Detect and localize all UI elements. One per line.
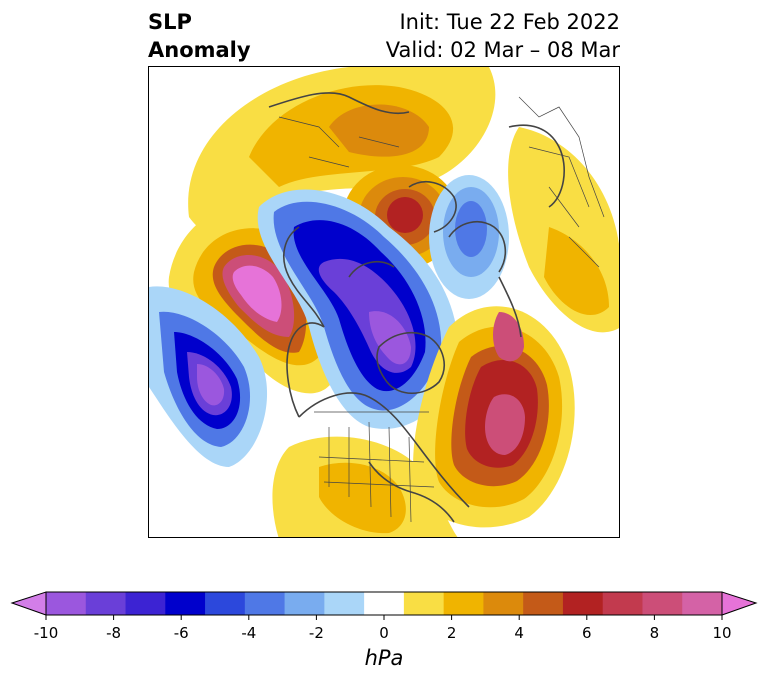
colorbar-tick-label: -10	[33, 624, 59, 642]
colorbar-segment	[682, 592, 723, 615]
title-line-1: SLP	[148, 10, 192, 34]
colorbar-segment	[324, 592, 365, 615]
map-title: SLP Anomaly	[148, 8, 251, 64]
colorbar-tick-label: 10	[712, 624, 732, 642]
title-line-2: Anomaly	[148, 38, 251, 62]
colorbar-segment	[205, 592, 246, 615]
negative-anomaly-europe	[429, 175, 509, 299]
colorbar-segment	[403, 592, 445, 615]
anomaly-map	[148, 66, 620, 538]
colorbar-segment	[284, 592, 325, 615]
colorbar-tick-label: 4	[514, 624, 524, 642]
colorbar-right-extend	[721, 591, 758, 616]
colorbar-segment	[46, 592, 87, 615]
colorbar-tick-label: 6	[582, 624, 592, 642]
colorbar-tick-label: 2	[446, 624, 457, 642]
colorbar-segment	[642, 592, 683, 615]
colorbar	[10, 591, 758, 620]
colorbar-segment	[125, 592, 166, 615]
colorbar-tick-label: 8	[649, 624, 660, 642]
valid-range: Valid: 02 Mar – 08 Mar	[385, 38, 620, 62]
positive-anomaly-east	[508, 127, 619, 333]
init-date: Init: Tue 22 Feb 2022	[399, 10, 620, 34]
coastlines	[268, 92, 565, 523]
positive-anomaly-north	[188, 67, 496, 237]
negative-anomaly-canada	[257, 189, 459, 429]
negative-anomaly-pacific	[149, 286, 268, 467]
colorbar-segment	[602, 592, 643, 615]
colorbar-segment	[165, 592, 206, 615]
colorbar-segment	[244, 592, 286, 615]
colorbar-tick-label: -6	[173, 624, 189, 642]
colorbar-tick-label: -8	[106, 624, 122, 642]
date-info: Init: Tue 22 Feb 2022 Valid: 02 Mar – 08…	[386, 8, 620, 64]
colorbar-tick-label: 0	[379, 624, 389, 642]
colorbar-segment	[443, 592, 484, 615]
colorbar-units-label: hPa	[364, 646, 404, 670]
colorbar-segment	[483, 592, 524, 615]
colorbar-left-extend	[10, 591, 47, 616]
map-canvas	[149, 67, 619, 537]
colorbar-segment	[85, 592, 127, 615]
borders	[278, 96, 605, 523]
colorbar-segment	[523, 592, 564, 615]
colorbar-segment	[364, 592, 405, 615]
positive-anomaly-us	[272, 436, 458, 537]
positive-anomaly-atlantic	[413, 306, 575, 528]
colorbar-segment	[562, 592, 604, 615]
colorbar-tick-label: -2	[308, 624, 324, 642]
colorbar-tick-label: -4	[241, 624, 257, 642]
